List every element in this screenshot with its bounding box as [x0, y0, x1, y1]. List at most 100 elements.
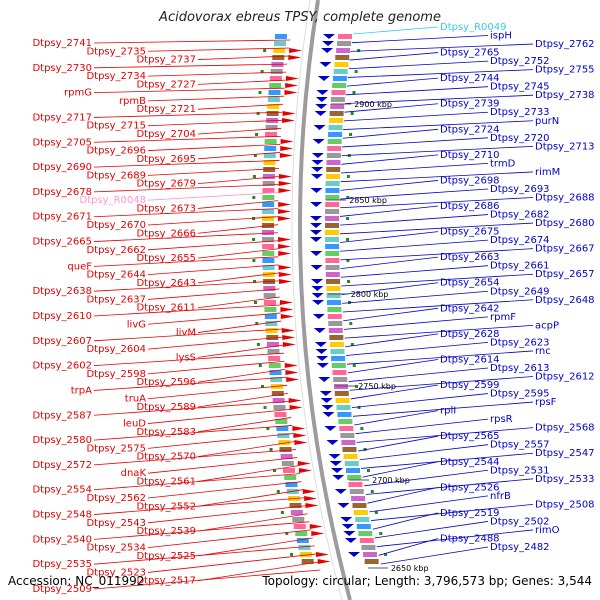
gene-label[interactable]: Dtpsy_2713 — [535, 141, 595, 152]
gene-label[interactable]: Dtpsy_2623 — [490, 337, 550, 348]
gene-label[interactable]: rnc — [535, 346, 551, 357]
gene-label[interactable]: Dtpsy_2534 — [86, 543, 146, 554]
gene-label[interactable]: Dtpsy_2720 — [490, 133, 550, 144]
gene-label[interactable]: Dtpsy_2738 — [535, 90, 595, 101]
gene-label[interactable]: Dtpsy_2589 — [136, 402, 196, 413]
gene-label[interactable]: Dtpsy_2735 — [86, 46, 146, 57]
gene-label[interactable]: Dtpsy_2607 — [32, 336, 92, 347]
gene-label[interactable]: Dtpsy_2568 — [535, 423, 595, 434]
gene-label[interactable]: Dtpsy_2663 — [440, 252, 500, 263]
gene-label[interactable]: purN — [535, 116, 559, 127]
gene-label[interactable]: Dtpsy_2580 — [32, 435, 92, 446]
gene-label[interactable]: Dtpsy_2724 — [440, 124, 500, 135]
gene-label[interactable]: Dtpsy_2690 — [32, 162, 92, 173]
gene-label[interactable]: rpmB — [119, 96, 146, 107]
gene-label[interactable]: Dtpsy_2688 — [535, 192, 595, 203]
gene-label[interactable]: Dtpsy_2693 — [490, 184, 550, 195]
gene-label[interactable]: Dtpsy_2727 — [136, 79, 196, 90]
gene-label[interactable]: Dtpsy_2644 — [86, 270, 146, 281]
gene-label[interactable]: Dtpsy_2543 — [86, 518, 146, 529]
gene-label[interactable]: Dtpsy_2575 — [86, 443, 146, 454]
gene-label[interactable]: Dtpsy_2604 — [86, 344, 146, 355]
gene-label[interactable]: Dtpsy_2675 — [440, 227, 500, 238]
gene-label[interactable]: Dtpsy_2696 — [86, 146, 146, 157]
gene-label[interactable]: Dtpsy_2665 — [32, 237, 92, 248]
gene-label[interactable]: Dtpsy_2540 — [32, 534, 92, 545]
gene-label[interactable]: Dtpsy_2734 — [86, 71, 146, 82]
gene-label[interactable]: Dtpsy_2655 — [136, 253, 196, 264]
gene-label[interactable]: Dtpsy_2657 — [535, 269, 595, 280]
gene-label[interactable]: Dtpsy_2689 — [86, 170, 146, 181]
gene-label[interactable]: rpsF — [535, 397, 557, 408]
gene-label[interactable]: Dtpsy_2614 — [440, 354, 500, 365]
gene-label[interactable]: rimM — [535, 167, 560, 178]
gene-label[interactable]: Dtpsy_2570 — [136, 452, 196, 463]
gene-label[interactable]: Dtpsy_2662 — [86, 245, 146, 256]
gene-label[interactable]: rpsR — [490, 414, 513, 425]
gene-label[interactable]: queF — [67, 261, 92, 272]
gene-label[interactable]: Dtpsy_2666 — [136, 228, 196, 239]
gene-label[interactable]: trpA — [71, 385, 92, 396]
gene-label[interactable]: Dtpsy_2587 — [32, 410, 92, 421]
gene-label[interactable]: dnaK — [121, 468, 147, 479]
gene-label[interactable]: Dtpsy_2733 — [490, 107, 550, 118]
gene-label[interactable]: Dtpsy_2698 — [440, 175, 500, 186]
gene-label[interactable]: livM — [176, 328, 196, 339]
gene-label[interactable]: Dtpsy_2547 — [535, 448, 595, 459]
gene-label[interactable]: Dtpsy_2744 — [440, 73, 500, 84]
gene-label[interactable]: Dtpsy_2752 — [490, 56, 550, 67]
gene-label[interactable]: Dtpsy_2643 — [136, 278, 196, 289]
gene-label[interactable]: Dtpsy_2562 — [86, 493, 146, 504]
gene-label[interactable]: Dtpsy_2710 — [440, 150, 500, 161]
gene-label[interactable]: Dtpsy_R0049 — [440, 22, 507, 33]
gene-label[interactable]: Dtpsy_2535 — [32, 559, 92, 570]
gene-label[interactable]: Dtpsy_2686 — [440, 201, 500, 212]
gene-label[interactable]: Dtpsy_2679 — [136, 179, 196, 190]
gene-label[interactable]: Dtpsy_2598 — [86, 369, 146, 380]
gene-label[interactable]: Dtpsy_2526 — [440, 482, 500, 493]
gene-label[interactable]: Dtpsy_2667 — [535, 244, 595, 255]
gene-label[interactable]: Dtpsy_2661 — [490, 261, 550, 272]
gene-label[interactable]: Dtpsy_2765 — [440, 48, 500, 59]
gene-label[interactable]: Dtpsy_2695 — [136, 154, 196, 165]
gene-label[interactable]: Dtpsy_2741 — [32, 38, 92, 49]
gene-label[interactable]: Dtpsy_2565 — [440, 431, 500, 442]
gene-label[interactable]: lysS — [176, 352, 196, 363]
gene-label[interactable]: Dtpsy_2673 — [136, 203, 196, 214]
gene-label[interactable]: Dtpsy_2755 — [535, 65, 595, 76]
gene-label[interactable]: Dtpsy_2674 — [490, 235, 550, 246]
gene-label[interactable]: Dtpsy_2737 — [136, 55, 196, 66]
gene-label[interactable]: Dtpsy_2602 — [32, 361, 92, 372]
gene-label[interactable]: Dtpsy_2762 — [535, 39, 595, 50]
gene-label[interactable]: Dtpsy_2715 — [86, 121, 146, 132]
gene-label[interactable]: Dtpsy_2531 — [490, 465, 550, 476]
gene-label[interactable]: rimO — [535, 525, 560, 536]
gene-label[interactable]: Dtpsy_2557 — [490, 440, 550, 451]
gene-label[interactable]: Dtpsy_2680 — [535, 218, 595, 229]
gene-label[interactable]: Dtpsy_2488 — [440, 533, 500, 544]
gene-label[interactable]: nfrB — [490, 491, 511, 502]
gene-label[interactable]: rpmF — [490, 312, 516, 323]
gene-label[interactable]: Dtpsy_2642 — [440, 303, 500, 314]
gene-label[interactable]: ispH — [490, 31, 512, 42]
gene-label[interactable]: Dtpsy_2678 — [32, 187, 92, 198]
gene-label[interactable]: Dtpsy_2670 — [86, 220, 146, 231]
gene-label[interactable]: Dtpsy_2682 — [490, 210, 550, 221]
gene-label[interactable]: Dtpsy_2654 — [440, 278, 500, 289]
gene-label[interactable]: Dtpsy_2572 — [32, 460, 92, 471]
gene-label[interactable]: Dtpsy_2539 — [136, 526, 196, 537]
gene-label[interactable]: Dtpsy_2704 — [136, 129, 196, 140]
gene-label[interactable]: Dtpsy_2599 — [440, 380, 500, 391]
gene-label[interactable]: Dtpsy_R0048 — [80, 195, 147, 206]
gene-label[interactable]: Dtpsy_2509 — [32, 584, 92, 595]
gene-label[interactable]: Dtpsy_2517 — [136, 576, 196, 587]
gene-label[interactable]: Dtpsy_2554 — [32, 485, 92, 496]
gene-label[interactable]: acpP — [535, 320, 559, 331]
gene-label[interactable]: Dtpsy_2502 — [490, 516, 550, 527]
gene-label[interactable]: Dtpsy_2739 — [440, 99, 500, 110]
gene-label[interactable]: truA — [125, 394, 146, 405]
gene-label[interactable]: Dtpsy_2525 — [136, 551, 196, 562]
gene-label[interactable]: Dtpsy_2552 — [136, 501, 196, 512]
gene-label[interactable]: Dtpsy_2561 — [136, 476, 196, 487]
gene-label[interactable]: Dtpsy_2745 — [490, 82, 550, 93]
